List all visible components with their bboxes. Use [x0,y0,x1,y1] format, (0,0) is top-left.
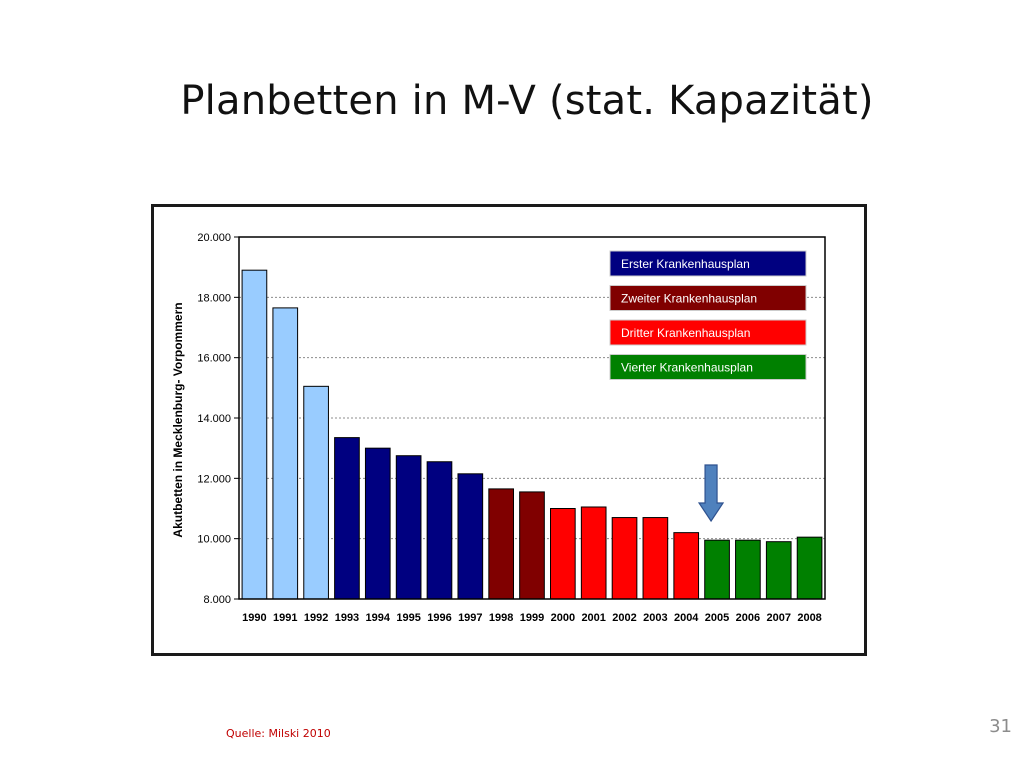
bar-2000 [550,508,576,600]
x-tick-labels: 1990 1991 1992 1993 1994 1995 1996 1997 1998 1999… [242,612,822,624]
x-tick-label: 2007 [766,612,790,624]
x-tick-label: 2008 [797,612,821,624]
bar-2007 [765,541,792,600]
axes [234,236,826,600]
page-number: 31 [989,716,1012,737]
x-tick-label: 1997 [458,612,482,624]
x-tick-label: 1996 [427,612,451,624]
bar-2003 [642,517,669,600]
x-tick-label: 2005 [705,612,729,624]
legend-label: Dritter Krankenhausplan [621,326,750,340]
x-tick-label: 1999 [520,612,544,624]
x-tick-label: 1998 [489,612,513,624]
bar-2006 [735,539,761,600]
chart-frame: 8.000 10.000 12.000 14.000 16.000 18.000 20.00… [151,204,867,656]
y-tick-label: 8.000 [203,594,231,606]
x-tick-label: 1992 [304,612,328,624]
slide-title: Planbetten in M-V (stat. Kapazität) [180,78,874,124]
bar-1992 [303,385,329,600]
y-tick-label: 10.000 [197,534,231,546]
bar-2005 [704,539,730,600]
bar-1996 [426,461,453,600]
x-tick-label: 2004 [674,612,699,624]
x-tick-label: 1993 [335,612,359,624]
legend-label: Vierter Krankenhausplan [621,361,753,375]
legend-label: Zweiter Krankenhausplan [621,292,757,306]
bar-2004 [673,532,700,600]
bar-1991 [272,307,299,600]
x-tick-label: 2002 [612,612,636,624]
legend-swatch [609,250,807,277]
bar-1997 [457,473,484,600]
bar-1998 [488,488,514,600]
y-axis-title: Akutbetten in Mecklenburg- Vorpommern [171,302,185,537]
bar-2001 [580,506,607,600]
legend-swatch [609,285,807,311]
legend: Erster Krankenhausplan Zweiter Krankenhau… [609,250,807,380]
x-tick-label: 2001 [581,612,605,624]
bar-1995 [395,455,422,600]
y-tick-labels: 8.000 10.000 12.000 14.000 16.000 18.000 20.00… [197,232,231,606]
bars [241,269,823,600]
bar-2008 [796,536,823,600]
bar-2002 [611,517,638,600]
legend-swatch [609,354,807,380]
legend-swatch [609,319,807,346]
x-tick-label: 1991 [273,612,297,624]
source-note: Quelle: Milski 2010 [226,727,331,740]
x-tick-label: 1994 [366,612,391,624]
x-tick-label: 2003 [643,612,667,624]
bar-1990 [241,269,268,600]
x-tick-label: 2006 [736,612,760,624]
x-tick-label: 1995 [396,612,420,624]
bar-chart: 8.000 10.000 12.000 14.000 16.000 18.000 20.00… [171,232,826,624]
x-tick-label: 2000 [551,612,575,624]
down-arrow-icon [697,464,725,523]
y-tick-label: 16.000 [197,353,231,365]
bar-1994 [364,447,391,600]
arrow-shape [697,464,725,523]
bar-1993 [334,437,360,600]
x-tick-label: 1990 [242,612,266,624]
y-tick-label: 12.000 [197,473,231,485]
y-tick-label: 20.000 [197,232,231,244]
y-tick-label: 18.000 [197,292,231,304]
legend-label: Erster Krankenhausplan [621,257,750,271]
y-tick-label: 14.000 [197,413,231,425]
bar-1999 [519,491,545,600]
